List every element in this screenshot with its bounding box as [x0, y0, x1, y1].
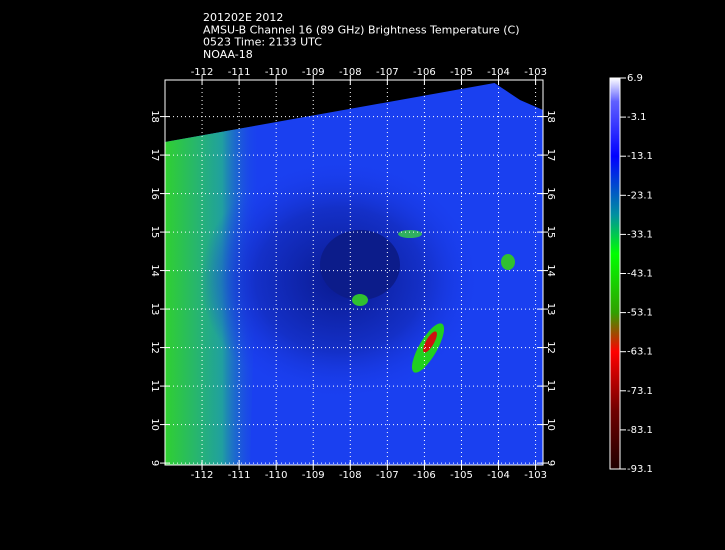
lat-label: 14 — [545, 264, 556, 277]
colorbar-label: -3.1 — [627, 112, 647, 123]
lon-label: -104 — [487, 470, 510, 481]
lat-label: 15 — [545, 226, 556, 239]
lat-label: 16 — [545, 187, 556, 200]
imagery — [165, 80, 543, 465]
convection — [501, 254, 515, 270]
lat-label: 10 — [545, 418, 556, 431]
lon-label: -109 — [302, 470, 325, 481]
lat-label: 10 — [149, 418, 160, 431]
header-line: AMSU-B Channel 16 (89 GHz) Brightness Te… — [203, 23, 520, 36]
lon-label: -103 — [524, 470, 547, 481]
lon-label: -104 — [487, 67, 510, 78]
header-line: NOAA-18 — [203, 48, 253, 61]
lon-label: -103 — [524, 67, 547, 78]
lat-label: 14 — [149, 264, 160, 277]
lon-label: -110 — [265, 67, 288, 78]
lat-label: 11 — [545, 380, 556, 393]
lat-label: 18 — [149, 110, 160, 123]
lon-label: -112 — [191, 67, 214, 78]
lon-label: -109 — [302, 67, 325, 78]
lon-label: -108 — [339, 470, 362, 481]
lat-label: 16 — [149, 187, 160, 200]
lat-label: 15 — [149, 226, 160, 239]
lon-label: -107 — [376, 470, 399, 481]
lat-label: 13 — [149, 303, 160, 316]
lat-label: 17 — [545, 149, 556, 162]
header-line: 0523 Time: 2133 UTC — [203, 36, 322, 49]
colorbar-label: -93.1 — [627, 464, 653, 475]
colorbar-label: -43.1 — [627, 269, 653, 280]
colorbar-label: -83.1 — [627, 425, 653, 436]
header-line: 201202E 2012 — [203, 11, 283, 24]
lat-label: 9 — [149, 460, 160, 466]
lon-label: -107 — [376, 67, 399, 78]
lat-label: 9 — [545, 460, 556, 466]
convection — [352, 294, 368, 306]
convection — [398, 230, 422, 238]
lon-label: -111 — [228, 470, 251, 481]
lat-label: 12 — [149, 341, 160, 354]
colorbar-label: -33.1 — [627, 229, 653, 240]
lon-label: -106 — [413, 67, 436, 78]
lat-label: 12 — [545, 341, 556, 354]
lon-label: -105 — [450, 470, 473, 481]
map-frame — [164, 79, 544, 466]
storm-eye — [320, 230, 400, 300]
colorbar-label: -23.1 — [627, 190, 653, 201]
lat-label: 13 — [545, 303, 556, 316]
lat-label: 11 — [149, 380, 160, 393]
lon-label: -111 — [228, 67, 251, 78]
colorbar-label: -73.1 — [627, 386, 653, 397]
convection-core — [423, 331, 437, 353]
lat-label: 17 — [149, 149, 160, 162]
colorbar-label: -53.1 — [627, 308, 653, 319]
lon-label: -112 — [191, 470, 214, 481]
colorbar-label: -63.1 — [627, 347, 653, 358]
lon-label: -108 — [339, 67, 362, 78]
colorbar-label: -13.1 — [627, 151, 653, 162]
lon-label: -110 — [265, 470, 288, 481]
colorbar — [609, 77, 621, 470]
colorbar-label: 6.9 — [627, 73, 643, 84]
land — [490, 80, 543, 110]
lon-label: -106 — [413, 470, 436, 481]
lon-label: -105 — [450, 67, 473, 78]
lat-label: 18 — [545, 110, 556, 123]
